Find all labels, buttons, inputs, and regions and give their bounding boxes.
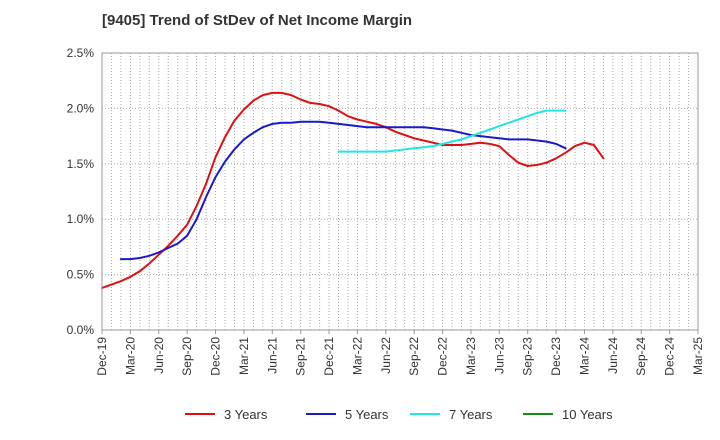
legend: 3 Years 5 Years 7 Years 10 Years: [185, 407, 613, 422]
x-tick-label: Dec-21: [322, 337, 336, 376]
y-tick-label: 0.0%: [67, 323, 95, 337]
x-tick-label: Mar-22: [350, 337, 364, 375]
series-lines: [101, 91, 605, 289]
x-tick-label: Dec-19: [95, 337, 109, 376]
legend-label: 5 Years: [345, 407, 389, 422]
series-line-5-years: [119, 120, 567, 261]
x-tick-label: Sep-21: [294, 337, 308, 376]
y-tick-label: 1.0%: [67, 212, 95, 226]
x-tick-label: Mar-23: [464, 337, 478, 375]
series-line-7-years: [337, 109, 567, 153]
legend-label: 10 Years: [562, 407, 613, 422]
legend-label: 7 Years: [449, 407, 493, 422]
x-tick-label: Dec-22: [436, 337, 450, 376]
y-tick-label: 0.5%: [67, 268, 95, 282]
axes: 0.0% 0.5% 1.0% 1.5% 2.0% 2.5% Dec-19 Mar-20 Jun-…: [67, 46, 705, 376]
y-tick-label: 2.5%: [67, 46, 95, 60]
x-tick-label: Sep-20: [180, 337, 194, 376]
grid: [102, 53, 698, 330]
chart-title: [9405] Trend of StDev of Net Income Marg…: [102, 12, 413, 29]
x-tick-label: Dec-24: [663, 337, 677, 376]
x-tick-label: Mar-24: [577, 337, 591, 375]
x-tick-label: Mar-25: [691, 337, 705, 375]
x-tick-label: Sep-22: [407, 337, 421, 376]
x-tick-label: Dec-23: [549, 337, 563, 376]
x-tick-label: Dec-20: [209, 337, 223, 376]
x-tick-label: Jun-20: [152, 337, 166, 374]
legend-label: 3 Years: [224, 407, 268, 422]
plot-area: [102, 53, 698, 330]
plot-frame: [101, 52, 699, 331]
x-tick-label: Jun-23: [492, 337, 506, 374]
x-tick-label: Sep-24: [634, 337, 648, 376]
y-tick-label: 2.0%: [67, 101, 95, 115]
x-tick-label: Jun-22: [379, 337, 393, 374]
x-tick-label: Jun-21: [265, 337, 279, 374]
y-tick-label: 1.5%: [67, 157, 95, 171]
x-tick-label: Mar-20: [123, 337, 137, 375]
x-tick-label: Sep-23: [521, 337, 535, 376]
series-line-3-years: [101, 91, 605, 289]
x-tick-label: Jun-24: [606, 337, 620, 374]
x-tick-label: Mar-21: [237, 337, 251, 375]
